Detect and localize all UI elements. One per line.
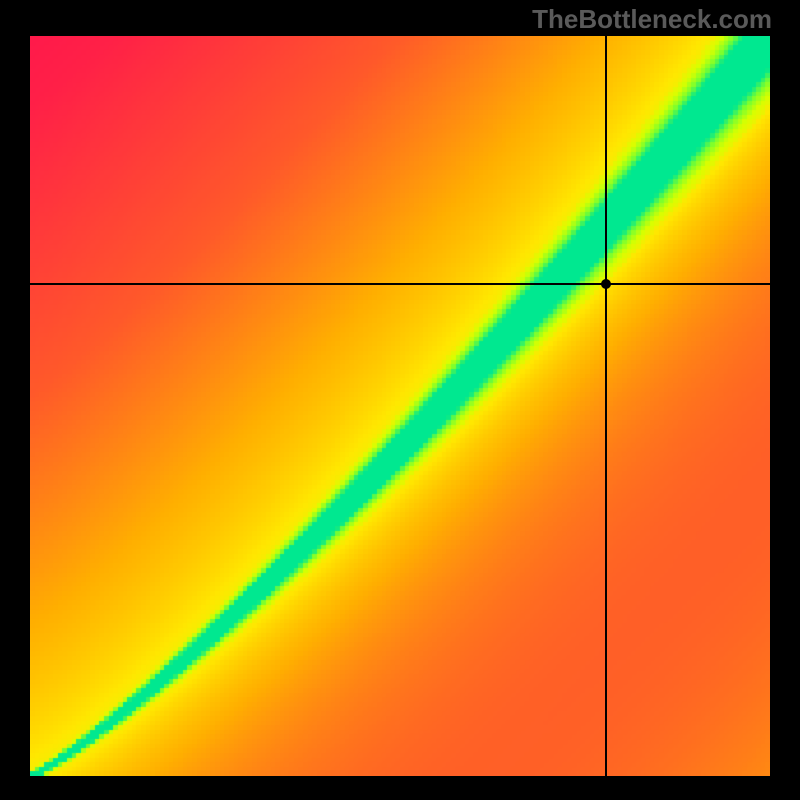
crosshair-marker [601,279,611,289]
watermark-text: TheBottleneck.com [532,4,772,35]
crosshair-vertical [605,36,607,776]
bottleneck-heatmap [30,36,770,776]
crosshair-horizontal [30,283,770,285]
